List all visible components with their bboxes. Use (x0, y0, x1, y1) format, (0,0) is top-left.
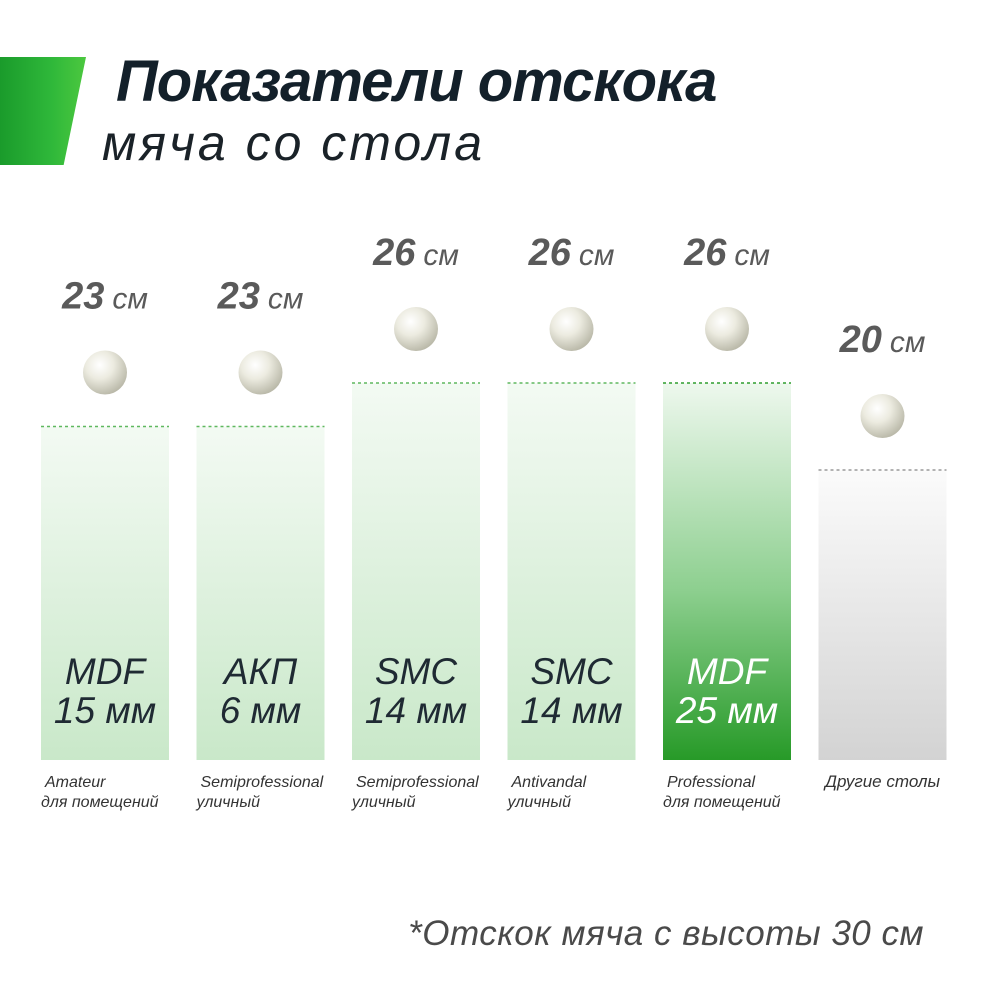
category-label: Другие столы (823, 772, 941, 791)
data-label-unit: см (579, 239, 615, 272)
bar-thickness-label: 6 мм (220, 690, 302, 731)
data-label: 26 см (528, 232, 615, 274)
ping-pong-ball-icon (860, 394, 905, 438)
data-label-unit: см (423, 239, 459, 272)
category-usage-label: уличный (351, 794, 416, 811)
bar (41, 426, 169, 760)
bar-thickness-label: 25 мм (675, 690, 778, 731)
bar-material-label: АКП (222, 651, 297, 692)
category-class-label: Professional (667, 774, 755, 791)
bar-thickness-label: 14 мм (365, 690, 467, 731)
bar-material-label: MDF (65, 651, 148, 692)
category-usage-label: для помещений (41, 794, 159, 811)
data-label-value: 26 (683, 232, 727, 274)
ping-pong-ball-icon (83, 350, 127, 395)
data-label: 26 см (683, 232, 770, 274)
bar-material-label: SMC (530, 651, 613, 692)
category-class-label: Antivandal (511, 774, 587, 791)
bar (818, 470, 947, 760)
data-label-value: 26 (372, 232, 416, 274)
category-usage-label: для помещений (663, 794, 781, 811)
category-usage-label: уличный (196, 794, 261, 811)
bar-thickness-label: 14 мм (520, 690, 622, 731)
page-subtitle: мяча со стола (102, 115, 486, 171)
category-class-label: Semiprofessional (201, 774, 324, 791)
data-label-value: 26 (528, 232, 572, 274)
data-label-value: 23 (61, 276, 104, 318)
bar (196, 426, 325, 760)
data-label-value: 20 (839, 319, 882, 361)
category-usage-label: уличный (507, 794, 572, 811)
category-class-label: Semiprofessional (356, 774, 479, 791)
bar (663, 383, 791, 760)
bar-material-label: SMC (375, 651, 458, 692)
data-label-unit: см (734, 239, 770, 272)
bar (352, 383, 480, 760)
data-label-value: 23 (217, 276, 260, 318)
ping-pong-ball-icon (705, 307, 749, 351)
ping-pong-ball-icon (394, 307, 438, 351)
footnote: *Отскок мяча с высоты 30 см (408, 914, 924, 953)
data-label-unit: см (268, 283, 304, 316)
data-label-unit: см (890, 326, 926, 359)
ping-pong-ball-icon (549, 307, 594, 351)
ping-pong-ball-icon (238, 350, 283, 395)
page-title: Показатели отскока (116, 49, 717, 114)
data-label: 20 см (839, 319, 926, 361)
data-label-unit: см (112, 283, 148, 316)
bar-material-label: MDF (687, 651, 770, 692)
data-label: 23 см (217, 276, 304, 318)
category-class-label: Amateur (44, 774, 106, 791)
data-label: 26 см (372, 232, 459, 274)
data-label: 23 см (61, 276, 148, 318)
bar (507, 383, 636, 760)
bar-thickness-label: 15 мм (54, 690, 156, 731)
